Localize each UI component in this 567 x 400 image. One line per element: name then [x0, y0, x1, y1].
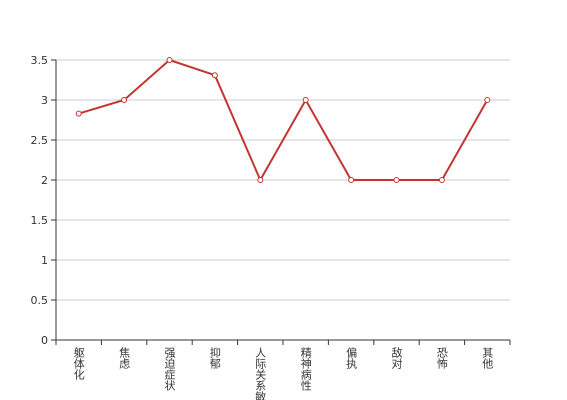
x-tick-label: 精神病性 [299, 347, 312, 392]
point [484, 97, 491, 103]
y-tick-label: 0 [41, 334, 48, 347]
y-tick-label: 3 [41, 94, 48, 107]
point [75, 110, 82, 117]
x-tick-label: 偏执 [345, 346, 358, 370]
point [257, 177, 264, 183]
y-tick-label: 2.5 [31, 134, 49, 147]
point [348, 177, 355, 183]
x-tick-label: 恐怖 [435, 347, 448, 369]
y-tick-label: 1 [41, 254, 48, 267]
point [393, 177, 400, 183]
x-tick-label: 人际关系敏感 [254, 347, 267, 400]
point [302, 97, 309, 103]
x-tick-label: 其他 [481, 347, 494, 369]
point [121, 97, 128, 103]
y-tick-label: 2 [41, 174, 48, 187]
point [211, 72, 218, 79]
x-tick-label: 躯体化 [72, 347, 85, 381]
point [166, 57, 173, 63]
line [78, 58, 489, 183]
x-tick-label: 强迫症状 [163, 347, 176, 391]
x-tick-label: 抑郁 [208, 346, 221, 369]
x-tick-label: 敌对 [390, 346, 403, 369]
x-tick-label: 焦虑 [118, 347, 131, 369]
y-tick-label: 3.5 [31, 54, 49, 67]
y-tick-label: 0.5 [31, 294, 49, 307]
y-tick-label: 1.5 [31, 214, 49, 227]
point [438, 177, 445, 183]
